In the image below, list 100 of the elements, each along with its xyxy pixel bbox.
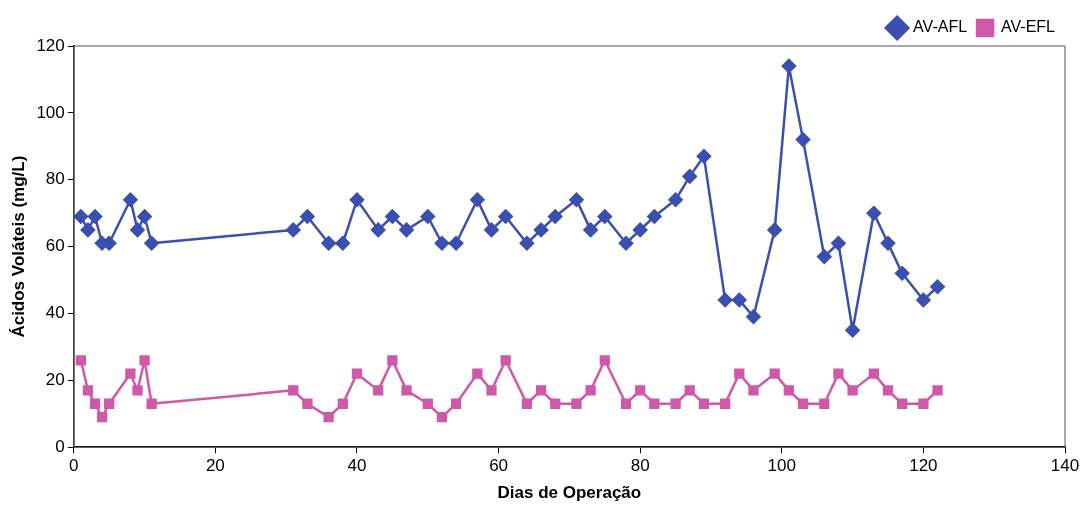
point	[132, 385, 143, 396]
point	[500, 355, 511, 366]
x-tick-label: 80	[630, 456, 650, 476]
point	[597, 209, 613, 224]
point	[746, 309, 761, 325]
point	[670, 398, 681, 409]
point	[370, 222, 386, 238]
point	[288, 385, 299, 396]
y-tick-label: 100	[36, 102, 65, 122]
point	[795, 132, 811, 147]
point	[797, 398, 809, 409]
point	[897, 398, 908, 409]
point	[472, 368, 483, 379]
legend-label: AV-EFL	[1001, 18, 1056, 36]
point	[436, 411, 448, 423]
point	[104, 398, 115, 409]
point	[817, 249, 832, 264]
point	[321, 236, 336, 251]
point	[880, 236, 896, 251]
point	[144, 236, 159, 251]
point	[401, 385, 412, 396]
y-axis-title: Ácidos Voláteis (mg/L)	[8, 155, 28, 338]
point	[632, 222, 648, 238]
point	[420, 209, 436, 224]
point	[668, 192, 683, 208]
point	[302, 398, 313, 409]
point	[732, 292, 747, 308]
point	[535, 385, 547, 396]
point	[286, 222, 301, 238]
x-tick-label: 100	[767, 456, 796, 476]
point	[137, 209, 152, 224]
x-tick-label: 60	[489, 456, 509, 476]
point	[89, 398, 101, 409]
point	[918, 398, 929, 409]
point	[696, 149, 712, 164]
point	[96, 411, 108, 423]
point	[82, 385, 94, 396]
point	[682, 169, 697, 184]
point	[847, 385, 858, 396]
x-axis-title: Dias de Operação	[497, 483, 642, 503]
point	[894, 266, 910, 281]
point	[385, 209, 400, 224]
point	[720, 398, 731, 409]
legend-label: AV-AFL	[913, 18, 968, 36]
point	[717, 292, 733, 308]
point	[422, 398, 433, 409]
point	[519, 236, 535, 251]
point	[80, 222, 96, 238]
point	[448, 236, 464, 251]
y-tick-label: 120	[36, 35, 65, 55]
point	[470, 192, 485, 208]
point	[882, 385, 894, 396]
point	[351, 368, 363, 379]
point	[599, 355, 610, 366]
point	[769, 368, 780, 379]
point	[618, 236, 634, 251]
point	[585, 385, 596, 396]
point	[130, 222, 145, 238]
point	[866, 205, 882, 221]
point	[300, 209, 315, 224]
y-tick-label: 20	[45, 370, 65, 390]
point	[734, 368, 745, 379]
point	[583, 222, 598, 238]
point	[434, 236, 450, 251]
point	[450, 398, 462, 409]
point	[571, 398, 582, 409]
point	[831, 236, 846, 251]
point	[323, 411, 334, 423]
point	[748, 385, 759, 396]
x-tick-label: 40	[347, 456, 367, 476]
point	[125, 368, 136, 379]
point	[373, 385, 384, 396]
y-tick-label: 80	[45, 169, 65, 189]
point	[486, 385, 497, 396]
point	[498, 209, 513, 224]
x-tick-label: 120	[909, 456, 938, 476]
point	[620, 398, 632, 409]
point	[833, 368, 844, 379]
point	[139, 355, 150, 366]
point	[845, 322, 860, 338]
point	[521, 398, 533, 409]
point	[349, 192, 365, 208]
x-tick-label: 20	[205, 456, 225, 476]
point	[767, 222, 782, 238]
point	[930, 279, 945, 294]
point	[916, 292, 931, 308]
point	[73, 209, 89, 224]
point	[123, 192, 138, 208]
point	[547, 209, 563, 224]
x-tick-label: 140	[1050, 456, 1080, 476]
point	[337, 398, 348, 409]
y-tick-label: 60	[45, 236, 65, 256]
point	[684, 385, 695, 396]
point	[635, 385, 646, 396]
point	[783, 385, 795, 396]
y-tick-label: 0	[55, 436, 65, 456]
point	[75, 355, 86, 366]
x-tick-label: 0	[69, 456, 79, 476]
point	[550, 398, 561, 409]
point	[698, 398, 710, 409]
